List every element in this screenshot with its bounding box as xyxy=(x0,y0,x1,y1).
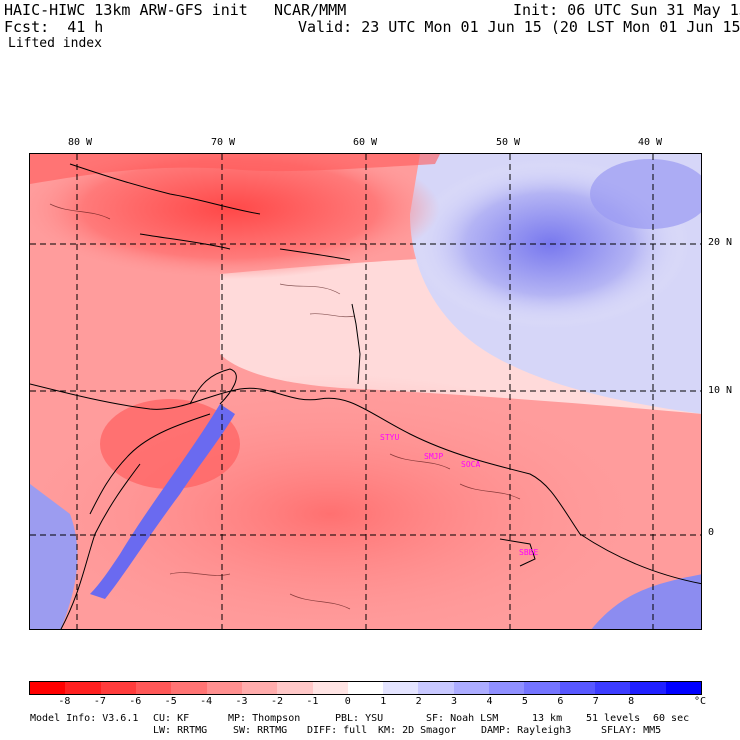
lon-label-60w: 60 W xyxy=(353,137,378,148)
colorbar-tick-label: 8 xyxy=(628,696,635,707)
colorbar-swatch xyxy=(347,682,384,694)
colorbar-tick-label: 3 xyxy=(451,696,458,707)
colorbar-tick-label: -5 xyxy=(164,696,177,707)
lon-label-80w: 80 W xyxy=(68,137,93,148)
contour-detail xyxy=(49,203,521,610)
colorbar-swatch xyxy=(383,682,419,694)
footer-sw: SW: RRTMG xyxy=(233,725,288,736)
footer-pbl: PBL: YSU xyxy=(335,713,384,724)
colorbar-swatch xyxy=(595,682,631,694)
colorbar-swatch xyxy=(277,682,313,694)
footer-sf: SF: Noah LSM xyxy=(426,713,499,724)
field-pacific-stable xyxy=(30,484,78,629)
colorbar-swatch xyxy=(206,682,242,694)
colorbar-swatch xyxy=(100,682,136,694)
footer-lw: LW: RRTMG xyxy=(153,725,208,736)
footer-damp: DAMP: Rayleigh3 xyxy=(481,725,572,736)
footer-model-info: Model Info: V3.6.1 xyxy=(30,713,139,724)
colorbar-tick-label: -1 xyxy=(306,696,319,707)
colorbar-swatch xyxy=(524,682,560,694)
colorbar-swatch xyxy=(65,682,101,694)
station-label: SMJP xyxy=(424,452,444,461)
lat-label-20n: 20 N xyxy=(708,237,733,248)
colorbar-tick-label: -6 xyxy=(129,696,142,707)
footer-mp: MP: Thompson xyxy=(228,713,301,724)
field-andes-streak xyxy=(90,404,235,599)
map-canvas xyxy=(30,154,701,629)
colorbar-tick-label: 1 xyxy=(380,696,387,707)
colorbar-tick-label: -7 xyxy=(93,696,106,707)
footer-sflay: SFLAY: MM5 xyxy=(601,725,662,736)
forecast-hour: Fcst: 41 h xyxy=(4,18,104,36)
lat-label-10n: 10 N xyxy=(708,385,733,396)
lat-label-0: 0 xyxy=(708,527,715,538)
colorbar-tick-label: 0 xyxy=(344,696,351,707)
field-name: Lifted index xyxy=(8,36,102,51)
footer-levels: 51 levels xyxy=(586,713,641,724)
station-label: STYU xyxy=(380,433,400,442)
graticule xyxy=(30,154,701,629)
colorbar-tick-label: 4 xyxy=(486,696,493,707)
colorbar xyxy=(29,681,702,695)
field-atlantic-se-stable xyxy=(591,574,701,629)
colorbar-swatch xyxy=(30,682,66,694)
lon-label-40w: 40 W xyxy=(638,137,663,148)
colorbar-swatch xyxy=(135,682,172,694)
colorbar-swatch xyxy=(241,682,278,694)
footer-resolution: 13 km xyxy=(532,713,563,724)
colorbar-tick-label: 7 xyxy=(592,696,599,707)
init-time: Init: 06 UTC Sun 31 May 15 xyxy=(513,1,740,19)
colorbar-swatch xyxy=(665,682,701,694)
colorbar-tick-label: -2 xyxy=(270,696,283,707)
valid-time: Valid: 23 UTC Mon 01 Jun 15 (20 LST Mon … xyxy=(298,18,740,36)
lifted-index-map: STYU SMJP SOCA SBBE xyxy=(29,153,702,630)
station-label: SOCA xyxy=(461,460,481,469)
coastlines xyxy=(30,163,701,629)
colorbar-swatch xyxy=(312,682,348,694)
colorbar-swatch xyxy=(453,682,490,694)
colorbar-tick-label: -3 xyxy=(235,696,248,707)
colorbar-tick-label: 6 xyxy=(557,696,564,707)
field-unstable-colombia xyxy=(100,399,240,489)
colorbar-swatch xyxy=(171,682,207,694)
colorbar-tick-label: 2 xyxy=(415,696,422,707)
colorbar-unit: °C xyxy=(694,696,707,707)
colorbar-swatch xyxy=(418,682,454,694)
field-stable-core-2 xyxy=(590,159,701,229)
colorbar-swatch xyxy=(559,682,595,694)
colorbar-tick-label: -8 xyxy=(58,696,71,707)
footer-km: KM: 2D Smagor xyxy=(378,725,457,736)
org-title: NCAR/MMM xyxy=(274,1,347,19)
field-unstable-north-strip xyxy=(30,154,440,184)
lon-label-70w: 70 W xyxy=(211,137,236,148)
field-unstable-caribbean xyxy=(30,154,440,279)
footer-timestep: 60 sec xyxy=(653,713,690,724)
footer-cu: CU: KF xyxy=(153,713,190,724)
footer-diff: DIFF: full xyxy=(307,725,368,736)
model-title: HAIC-HIWC 13km ARW-GFS init xyxy=(4,1,248,19)
colorbar-tick-label: -4 xyxy=(200,696,213,707)
colorbar-swatch xyxy=(630,682,666,694)
colorbar-swatch xyxy=(489,682,525,694)
station-label: SBBE xyxy=(519,548,539,557)
lon-label-50w: 50 W xyxy=(496,137,521,148)
colorbar-tick-label: 5 xyxy=(521,696,528,707)
